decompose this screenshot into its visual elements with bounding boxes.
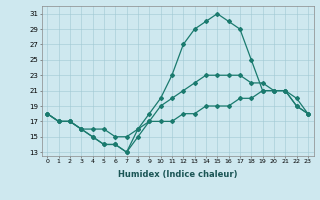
X-axis label: Humidex (Indice chaleur): Humidex (Indice chaleur) — [118, 170, 237, 179]
